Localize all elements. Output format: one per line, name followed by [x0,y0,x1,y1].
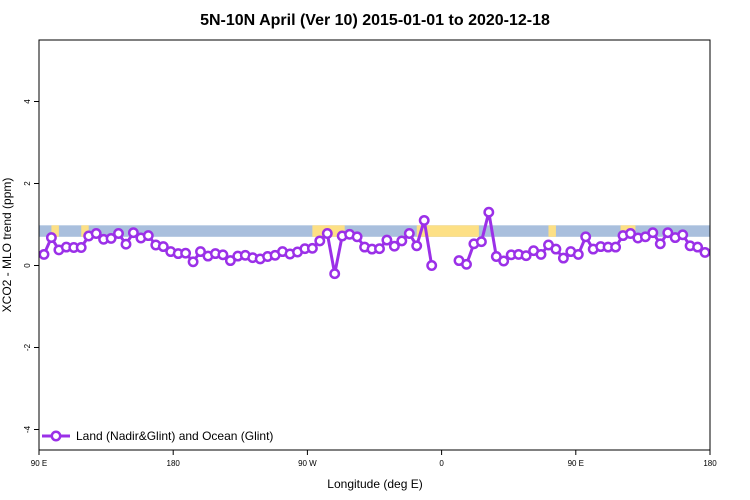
data-point [418,214,430,226]
y-tick-label: 4 [23,99,32,104]
data-point [351,231,363,243]
data-point [217,249,229,261]
data-point [142,230,154,242]
data-point [411,240,423,252]
x-tick-label: 0 [439,459,444,468]
data-point [662,227,674,239]
data-point [520,250,532,262]
x-tick-label: 90 E [568,459,584,468]
data-point [195,246,206,258]
data-point [224,255,236,267]
plot-frame [38,39,711,451]
x-tick-label: 180 [703,459,717,468]
data-point [45,232,57,244]
legend: Land (Nadir&Glint) and Ocean (Glint) [42,429,273,443]
data-point [647,227,659,239]
data-point [306,242,318,254]
data-point [557,252,569,264]
data-point [113,228,124,239]
data-point [396,235,408,247]
y-tick-label: -2 [23,343,32,351]
data-point [535,248,547,260]
data-point [388,240,400,252]
y-axis-label: XCO2 - MLO trend (ppm) [0,178,14,313]
chart-title: 5N-10N April (Ver 10) 2015-01-01 to 2020… [200,12,550,29]
ocean-band [39,225,710,237]
data-point [483,206,495,218]
data-point [490,251,502,262]
data-point [381,234,393,246]
data-point [580,231,592,243]
data-point [498,255,510,267]
data-point [475,236,487,248]
x-tick-label: 90 W [298,459,317,468]
data-point [461,258,472,270]
data-point [572,248,584,260]
data-point [127,227,139,239]
legend-label: Land (Nadir&Glint) and Ocean (Glint) [76,429,273,443]
x-tick-label: 90 E [31,459,47,468]
data-point [105,232,117,244]
land-band-segment [51,225,59,237]
data-point [403,228,415,239]
data-point [90,228,102,239]
data-point [550,243,562,255]
x-tick-label: 180 [167,459,181,468]
data-point [677,229,689,241]
series-layer [38,206,711,280]
data-point [329,268,341,280]
data-point [699,246,711,258]
data-point [180,247,192,259]
y-tick-label: -4 [23,425,32,433]
data-point [426,260,438,271]
data-point [321,228,333,239]
data-point [75,242,87,253]
land-band-segment [416,225,479,237]
y-axis: -4 -2 0 2 4 [23,99,39,433]
data-point [610,241,622,253]
data-point [654,238,666,250]
y-tick-label: 2 [23,181,32,186]
data-point [120,238,132,250]
land-band-segment [548,225,556,237]
data-point [692,241,704,253]
legend-marker [50,430,62,442]
x-axis-label: Longitude (deg E) [327,477,422,491]
data-point [157,241,169,253]
y-tick-label: 0 [23,263,32,268]
land-band-segment [81,225,89,237]
data-point [625,228,636,239]
data-point [374,243,385,255]
data-point [314,235,326,247]
data-point [187,256,199,268]
data-point [38,248,50,260]
x-axis: 90 E 180 90 W 0 90 E 180 [31,450,717,468]
